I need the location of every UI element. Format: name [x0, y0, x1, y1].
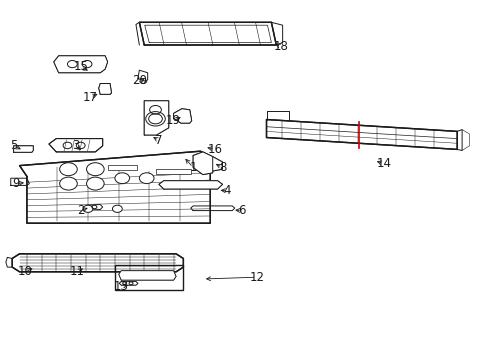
Polygon shape: [173, 109, 191, 123]
Polygon shape: [266, 120, 456, 149]
Text: 8: 8: [218, 161, 226, 174]
Bar: [115, 265, 183, 290]
Text: 15: 15: [73, 60, 88, 73]
Bar: [107, 165, 137, 170]
Text: 11: 11: [70, 265, 84, 278]
Bar: [156, 169, 190, 174]
Polygon shape: [54, 56, 107, 73]
Polygon shape: [99, 84, 111, 94]
Circle shape: [115, 173, 129, 184]
Text: 2: 2: [77, 204, 84, 217]
Text: 12: 12: [249, 271, 264, 284]
Text: 7: 7: [155, 134, 163, 147]
Text: 5: 5: [10, 139, 18, 152]
Circle shape: [60, 163, 77, 176]
Text: 14: 14: [376, 157, 390, 170]
Text: 4: 4: [223, 184, 231, 197]
Circle shape: [86, 177, 104, 190]
Circle shape: [60, 177, 77, 190]
Text: 10: 10: [18, 265, 33, 278]
Polygon shape: [139, 22, 276, 45]
Circle shape: [112, 205, 122, 212]
Text: 18: 18: [273, 40, 288, 53]
Polygon shape: [119, 271, 176, 280]
Text: 19: 19: [166, 114, 181, 127]
Text: 17: 17: [83, 91, 98, 104]
Text: 13: 13: [114, 280, 128, 293]
Polygon shape: [119, 282, 138, 285]
Circle shape: [86, 163, 104, 176]
Polygon shape: [20, 151, 210, 223]
Text: 3: 3: [72, 139, 80, 152]
Polygon shape: [144, 101, 168, 135]
Polygon shape: [200, 157, 222, 171]
Polygon shape: [159, 181, 222, 189]
Circle shape: [83, 205, 93, 212]
Polygon shape: [12, 254, 183, 272]
Polygon shape: [193, 152, 212, 175]
Text: 6: 6: [238, 204, 245, 217]
Text: 9: 9: [12, 177, 20, 190]
Polygon shape: [14, 146, 33, 152]
Text: 16: 16: [207, 143, 222, 156]
Circle shape: [145, 112, 165, 126]
Polygon shape: [49, 139, 102, 152]
Text: 20: 20: [132, 75, 146, 87]
Text: 1: 1: [189, 161, 197, 174]
Circle shape: [139, 173, 154, 184]
